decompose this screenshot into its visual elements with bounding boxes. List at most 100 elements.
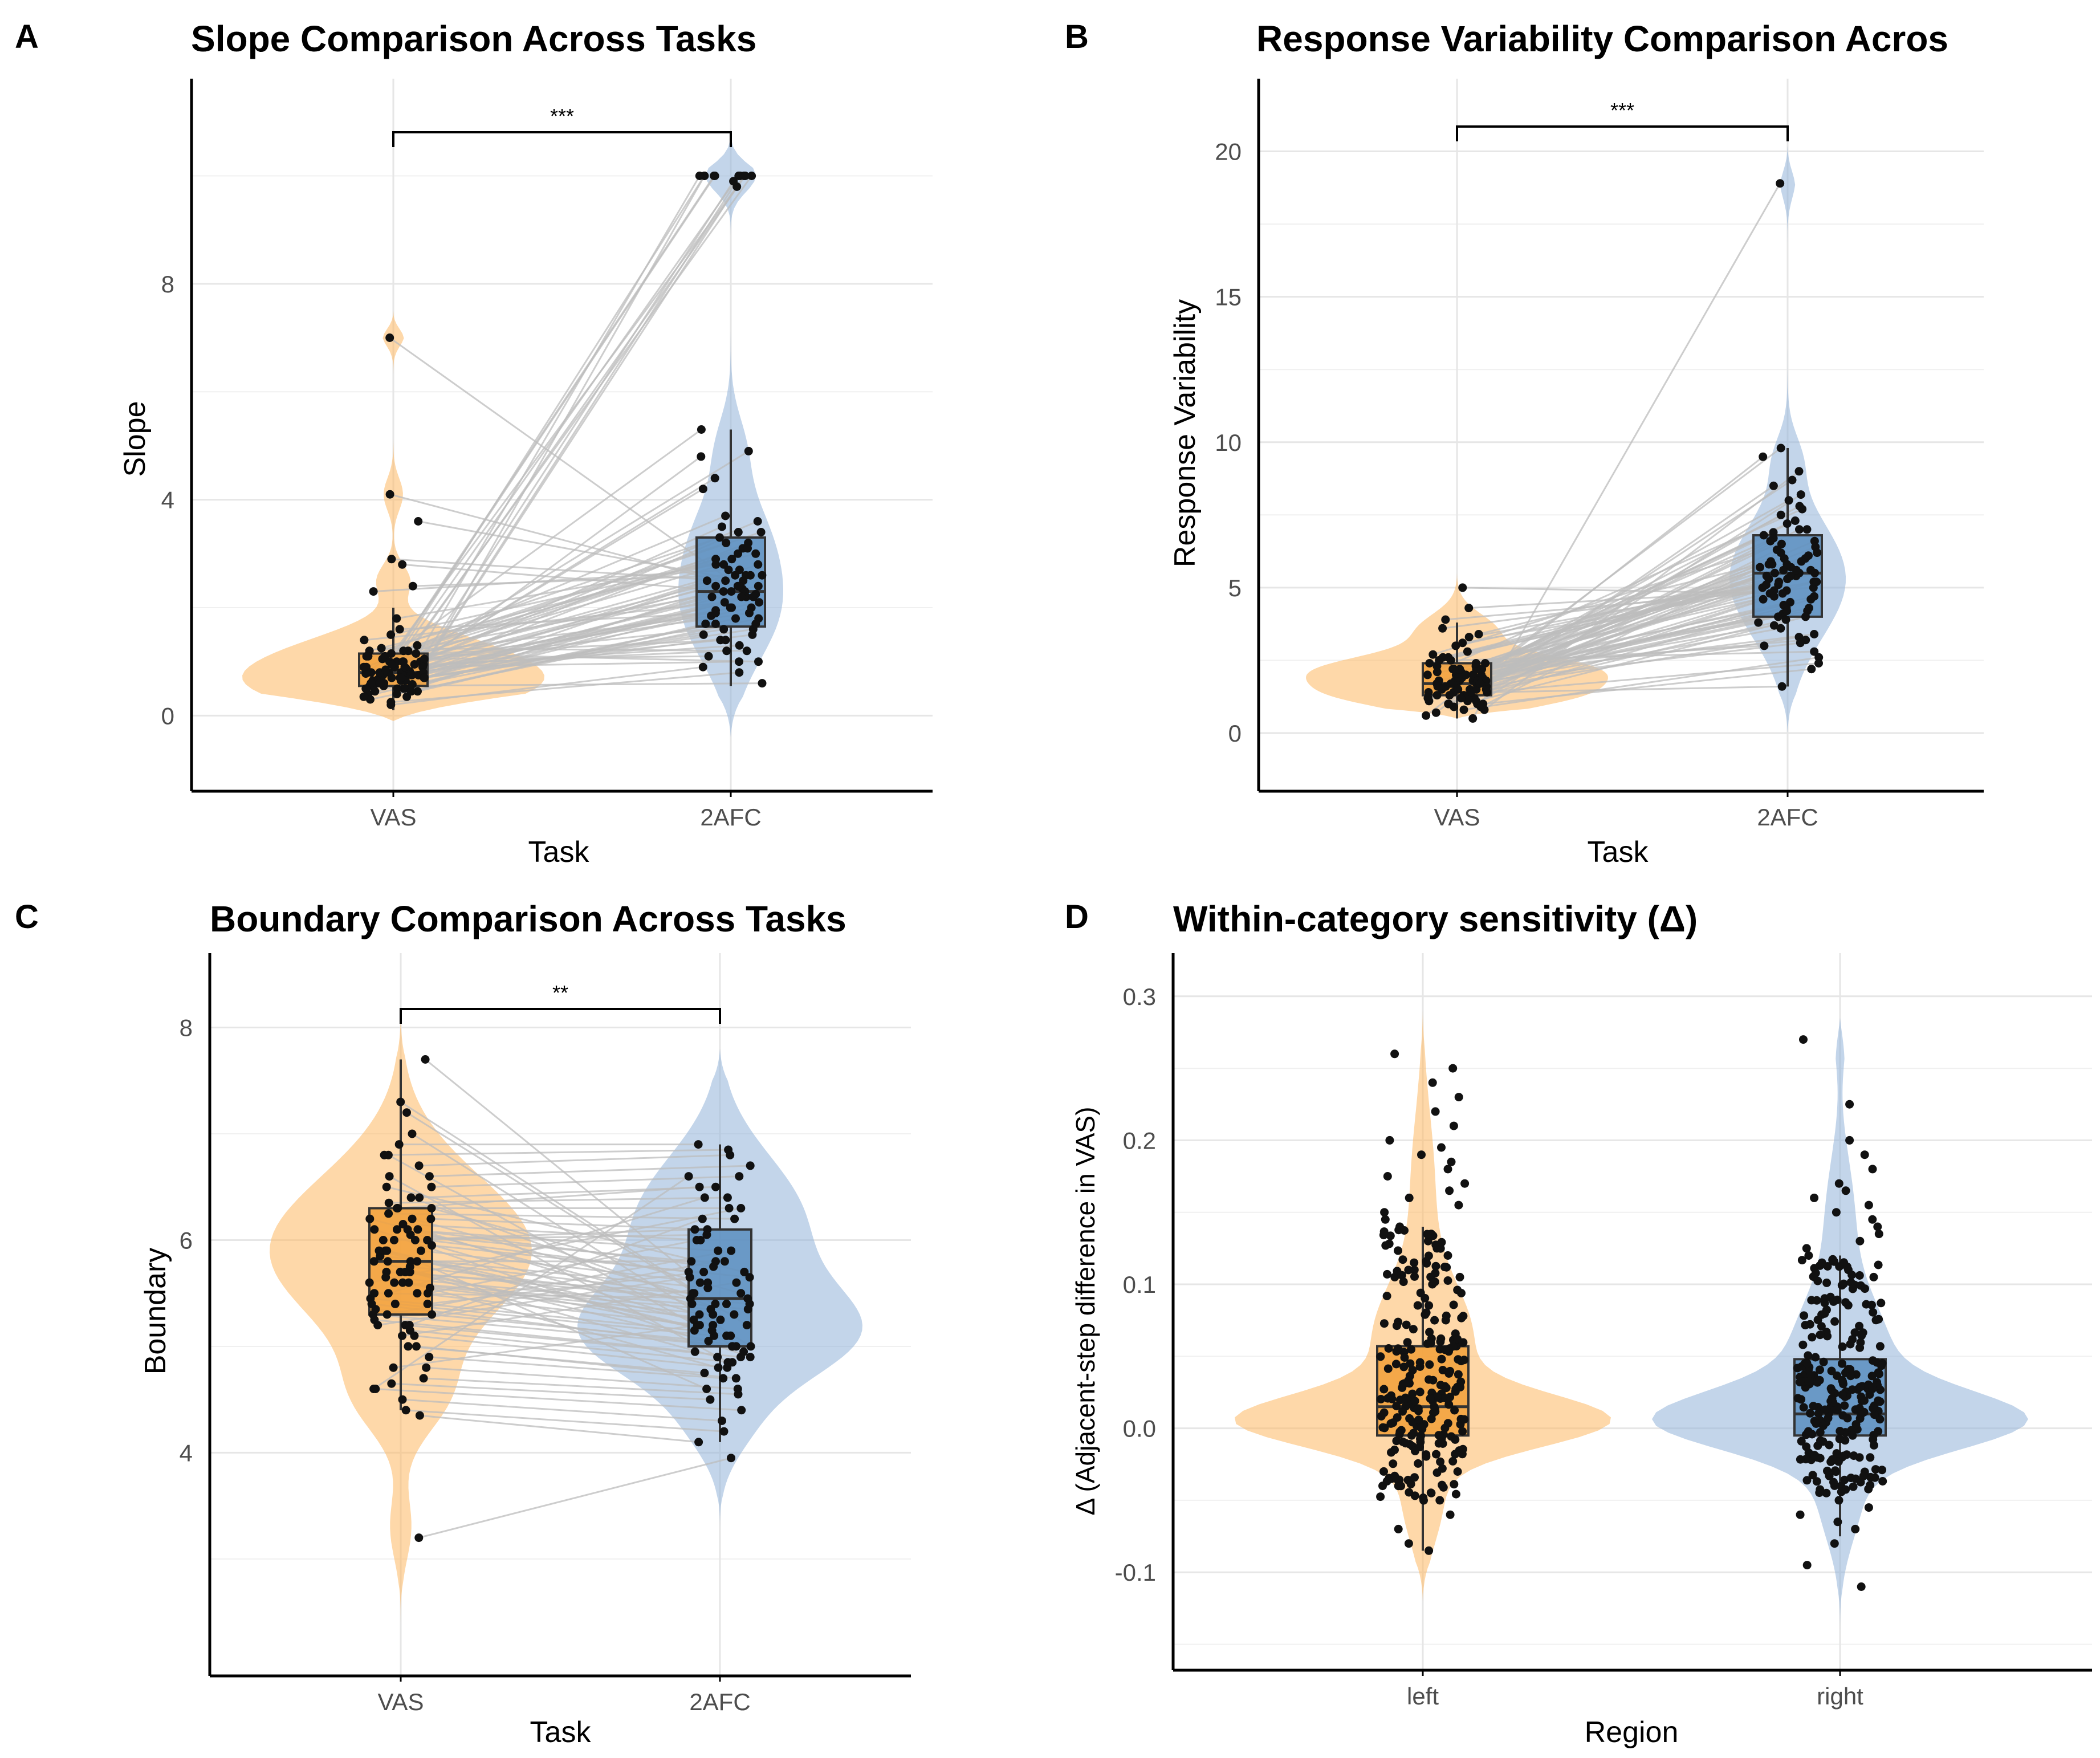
data-point-2AFC xyxy=(707,592,717,601)
data-point-right xyxy=(1796,1455,1805,1464)
data-point-2AFC xyxy=(703,1278,713,1287)
data-point-left xyxy=(1424,1251,1433,1260)
data-point-left xyxy=(1460,1415,1469,1424)
data-point-left xyxy=(1425,1360,1434,1369)
data-point-right xyxy=(1828,1394,1837,1403)
data-point-2AFC xyxy=(697,425,706,434)
data-point-2AFC xyxy=(690,1347,699,1356)
data-point-left xyxy=(1379,1408,1389,1417)
data-point-left xyxy=(1422,1308,1431,1317)
data-point-left xyxy=(1454,1370,1463,1379)
data-point-2AFC xyxy=(719,1427,729,1436)
pair-line xyxy=(389,1197,728,1204)
data-point-2AFC xyxy=(753,517,762,526)
data-point-VAS xyxy=(399,646,408,656)
y-tick-label: 8 xyxy=(161,271,174,298)
data-point-left xyxy=(1382,1477,1391,1486)
data-point-right xyxy=(1868,1385,1877,1393)
data-point-2AFC xyxy=(744,446,753,455)
data-point-VAS xyxy=(420,673,429,682)
y-tick-label: 4 xyxy=(161,487,174,514)
data-point-VAS xyxy=(376,679,385,688)
data-point-2AFC xyxy=(727,1454,735,1463)
data-point-2AFC xyxy=(1801,612,1810,621)
data-point-right xyxy=(1864,1503,1873,1512)
data-point-left xyxy=(1415,1387,1425,1397)
data-point-left xyxy=(1458,1444,1467,1454)
panel-b-x-axis-title: Task xyxy=(1588,836,1649,869)
data-point-right xyxy=(1837,1487,1846,1496)
data-point-VAS xyxy=(384,1289,393,1298)
pair-line xyxy=(1445,520,1796,687)
data-point-left xyxy=(1427,1414,1436,1423)
data-point-VAS xyxy=(414,1533,424,1543)
data-point-2AFC xyxy=(748,630,757,639)
data-point-VAS xyxy=(394,1140,404,1149)
data-point-2AFC xyxy=(1804,551,1813,560)
data-point-2AFC xyxy=(735,657,743,666)
data-point-2AFC xyxy=(692,1236,701,1244)
pair-line xyxy=(389,337,743,590)
data-point-right xyxy=(1807,1296,1816,1305)
data-point-left xyxy=(1432,1468,1442,1477)
data-point-VAS xyxy=(1456,694,1466,703)
data-point-right xyxy=(1867,1300,1876,1309)
data-point-right xyxy=(1832,1467,1841,1476)
data-point-2AFC xyxy=(704,1337,713,1346)
data-point-2AFC xyxy=(1782,607,1792,616)
panel-c-title: Boundary Comparison Across Tasks xyxy=(210,898,846,939)
data-point-left xyxy=(1410,1258,1419,1267)
data-point-2AFC xyxy=(1810,647,1819,656)
data-point-2AFC xyxy=(1795,525,1804,534)
pair-line xyxy=(365,542,749,690)
data-point-2AFC xyxy=(695,1278,705,1287)
data-point-left xyxy=(1410,1473,1419,1482)
pair-line xyxy=(418,1457,731,1539)
data-point-left xyxy=(1414,1415,1423,1425)
data-point-left xyxy=(1446,1510,1455,1519)
data-point-2AFC xyxy=(1792,565,1801,575)
data-point-2AFC xyxy=(736,1289,746,1298)
pair-line xyxy=(411,181,734,676)
data-point-VAS xyxy=(404,1278,413,1287)
data-point-right xyxy=(1877,1361,1886,1370)
data-point-right xyxy=(1816,1436,1825,1445)
data-point-left xyxy=(1404,1376,1413,1385)
data-point-VAS xyxy=(402,1108,411,1117)
data-point-left xyxy=(1410,1272,1419,1281)
data-point-right xyxy=(1833,1295,1842,1304)
panel-a-title: Slope Comparison Across Tasks xyxy=(191,18,756,59)
data-point-2AFC xyxy=(685,1273,694,1282)
data-point-left xyxy=(1413,1301,1422,1310)
data-point-right xyxy=(1850,1328,1859,1337)
pair-line xyxy=(1458,537,1774,679)
data-point-VAS xyxy=(398,1278,407,1287)
data-point-left xyxy=(1432,1392,1442,1401)
data-point-VAS xyxy=(1458,638,1467,648)
data-point-right xyxy=(1816,1365,1824,1374)
data-point-2AFC xyxy=(1776,443,1785,453)
data-point-left xyxy=(1443,1419,1452,1428)
pair-line xyxy=(1460,528,1800,699)
data-point-VAS xyxy=(385,1172,394,1181)
pair-line xyxy=(1463,656,1819,711)
data-point-left xyxy=(1416,1288,1425,1297)
pair-line xyxy=(1483,668,1812,705)
data-point-right xyxy=(1811,1268,1820,1277)
data-point-VAS xyxy=(364,652,373,661)
data-point-right xyxy=(1836,1427,1845,1435)
data-point-left xyxy=(1453,1467,1462,1476)
data-point-left xyxy=(1443,1165,1452,1174)
data-point-2AFC xyxy=(1790,516,1800,525)
data-point-left xyxy=(1431,1107,1440,1116)
pair-line xyxy=(391,1382,710,1401)
panel-letter-d: D xyxy=(1065,898,1089,935)
data-point-left xyxy=(1448,1064,1458,1073)
data-point-2AFC xyxy=(758,571,767,580)
data-point-right xyxy=(1833,1517,1842,1527)
data-point-VAS xyxy=(406,1257,415,1266)
data-point-VAS xyxy=(1445,691,1454,700)
data-point-VAS xyxy=(1441,615,1450,624)
data-point-2AFC xyxy=(742,571,750,580)
data-point-right xyxy=(1838,1390,1847,1399)
